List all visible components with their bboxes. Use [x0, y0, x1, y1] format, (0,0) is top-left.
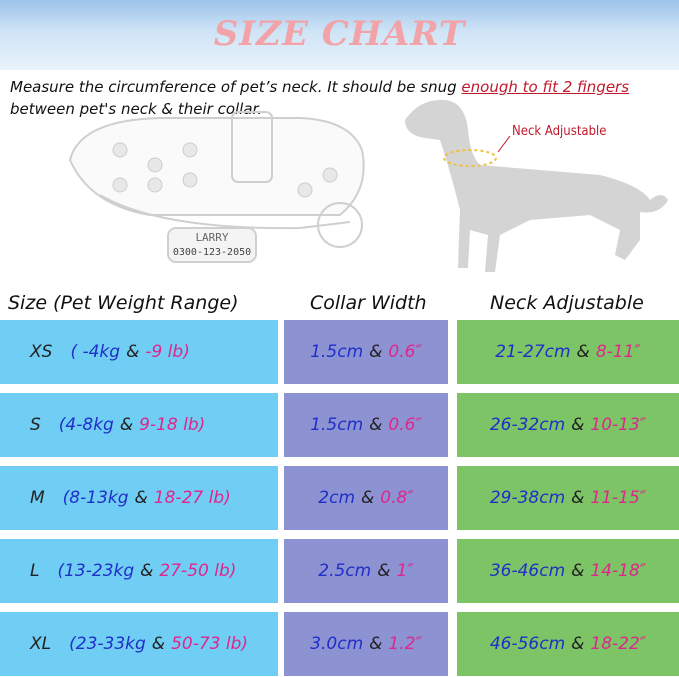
table-cell: XS ( -4kg & -9 lb) [0, 320, 278, 384]
cell-neck-in: 18-22″ [590, 634, 647, 654]
separator: & [151, 634, 166, 654]
cell-weight-lb: 18-27 lb) [153, 488, 231, 508]
cell-size: S [30, 415, 41, 435]
cell-weight-kg: (8-13kg [62, 488, 129, 508]
cell-size: XS [30, 342, 53, 362]
table-cell: 1.5cm & 0.6″ [284, 393, 448, 457]
cell-weight-kg: (4-8kg [58, 415, 114, 435]
separator: & [571, 415, 585, 435]
separator: & [126, 342, 140, 362]
cell-weight-kg: (13-23kg [57, 561, 135, 581]
separator: & [571, 488, 585, 508]
table-header: Neck Adjustable [490, 292, 644, 314]
neck-label: Neck Adjustable [512, 124, 607, 139]
cell-neck-in: 11-15″ [590, 488, 647, 508]
dog-silhouette [405, 99, 668, 272]
cell-size: L [30, 561, 40, 581]
cell-weight-lb: 50-73 lb) [171, 634, 249, 654]
table-header: Size (Pet Weight Range) [8, 292, 239, 314]
separator: & [134, 488, 148, 508]
table-cell: 3.0cm & 1.2″ [284, 612, 448, 676]
title: SIZE CHART [213, 14, 466, 54]
cell-width-cm: 1.5cm [310, 415, 364, 435]
table-header: Collar Width [310, 292, 427, 314]
cell-weight-kg: ( -4kg [70, 342, 121, 362]
instruction-text: Measure the circumference of pet’s neck.… [10, 78, 462, 96]
cell-width-cm: 2cm [318, 488, 356, 508]
cell-neck-cm: 29-38cm [489, 488, 566, 508]
cell-width-in: 1″ [396, 561, 414, 581]
table-cell: 1.5cm & 0.6″ [284, 320, 448, 384]
table-cell: 26-32cm & 10-13″ [457, 393, 679, 457]
table-cell: XL (23-33kg & 50-73 lb) [0, 612, 278, 676]
separator: & [361, 488, 375, 508]
separator: & [571, 634, 585, 654]
instructions: Measure the circumference of pet’s neck.… [10, 76, 675, 120]
cell-neck-in: 10-13″ [590, 415, 647, 435]
cell-neck-cm: 21-27cm [495, 342, 571, 362]
header-band [0, 0, 679, 70]
cell-size: XL [30, 634, 52, 654]
cell-width-in: 0.8″ [380, 488, 414, 508]
cell-neck-cm: 46-56cm [489, 634, 566, 654]
separator: & [576, 342, 590, 362]
separator: & [119, 415, 134, 435]
separator: & [140, 561, 154, 581]
cell-size: M [30, 488, 45, 508]
table-cell: L (13-23kg & 27-50 lb) [0, 539, 278, 603]
cell-width-in: 1.2″ [388, 634, 422, 654]
cell-weight-lb: -9 lb) [145, 342, 190, 362]
table-cell: S (4-8kg & 9-18 lb) [0, 393, 278, 457]
table-cell: 29-38cm & 11-15″ [457, 466, 679, 530]
cell-width-cm: 3.0cm [310, 634, 364, 654]
separator: & [369, 415, 383, 435]
cell-width-in: 0.6″ [388, 342, 422, 362]
tag-name: LARRY [195, 231, 228, 244]
cell-width-cm: 2.5cm [318, 561, 372, 581]
separator: & [571, 561, 585, 581]
table-cell: 2.5cm & 1″ [284, 539, 448, 603]
cell-neck-in: 8-11″ [595, 342, 641, 362]
cell-neck-cm: 36-46cm [489, 561, 566, 581]
cell-weight-lb: 9-18 lb) [139, 415, 206, 435]
illustration: LARRY 0300-123-2050 [68, 99, 668, 272]
table-cell: 46-56cm & 18-22″ [457, 612, 679, 676]
table-cell: 36-46cm & 14-18″ [457, 539, 679, 603]
separator: & [369, 342, 383, 362]
cell-width-cm: 1.5cm [310, 342, 364, 362]
cell-weight-lb: 27-50 lb) [159, 561, 237, 581]
cell-neck-in: 14-18″ [590, 561, 647, 581]
tag-phone: 0300-123-2050 [173, 247, 251, 258]
cell-weight-kg: (23-33kg [69, 634, 146, 654]
table-cell: M (8-13kg & 18-27 lb) [0, 466, 278, 530]
separator: & [369, 634, 383, 654]
table-cell: 21-27cm & 8-11″ [457, 320, 679, 384]
separator: & [377, 561, 391, 581]
table-cell: 2cm & 0.8″ [284, 466, 448, 530]
instruction-text-end: between pet's neck & their collar. [10, 100, 263, 118]
cell-width-in: 0.6″ [388, 415, 422, 435]
cell-neck-cm: 26-32cm [489, 415, 566, 435]
instruction-highlight: enough to fit 2 fingers [461, 78, 630, 96]
